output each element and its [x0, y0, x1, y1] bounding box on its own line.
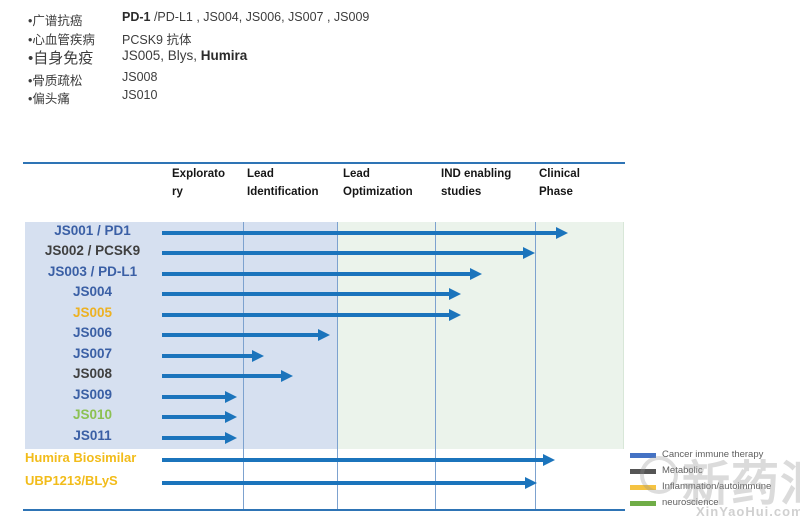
pipeline-row-label: JS003 / PD-L1: [47, 264, 138, 279]
bullet-value-text: JS008: [122, 70, 158, 84]
bullet-item: •心血管疾病 PCSK9 抗体: [28, 29, 191, 48]
bullet-item: •骨质疏松 JS008: [28, 70, 157, 89]
pipeline-arrow-bar: [162, 313, 449, 317]
pipeline-row-label: UBP1213/BLyS: [25, 473, 118, 488]
bullet-item: •偏头痛 JS010: [28, 88, 157, 107]
stage-gridline: [435, 222, 436, 509]
pipeline-arrow-bar: [162, 333, 318, 337]
pipeline-arrow-bar: [162, 481, 525, 485]
bullet-item: •广谱抗癌 PD-1 /PD-L1 , JS004, JS006, JS007 ,…: [28, 10, 369, 29]
pipeline-arrow-head: [281, 370, 293, 382]
pipeline-arrow-bar: [162, 251, 523, 255]
stage-gridline: [337, 222, 338, 509]
bullet-value-text: PCSK9 抗体: [122, 33, 192, 47]
bullet-value-text: JS005, Blys,: [122, 48, 201, 63]
stage-column-header: Clinical Phase: [539, 168, 580, 198]
legend-label: Inflammation/autoimmune: [662, 481, 772, 492]
pipeline-arrow-bar: [162, 458, 543, 462]
later-stages-shaded-band: [337, 222, 624, 449]
stage-column-header: Explorato ry: [172, 168, 226, 198]
pipeline-arrow-bar: [162, 374, 281, 378]
pipeline-row-label: JS007: [72, 346, 113, 361]
pipeline-row-label: JS010: [72, 407, 113, 422]
pipeline-arrow-head: [225, 391, 237, 403]
legend-swatch: [630, 453, 656, 458]
bullet-value-bold: Humira: [200, 48, 248, 63]
pipeline-arrow-bar: [162, 354, 252, 358]
pipeline-arrow-head: [225, 411, 237, 423]
pipeline-arrow-bar: [162, 415, 225, 419]
bullet-label: •广谱抗癌: [28, 14, 83, 28]
stage-column-header: Lead Optimization: [343, 168, 413, 198]
pipeline-arrow-head: [225, 432, 237, 444]
pipeline-arrow-head: [543, 454, 555, 466]
watermark-logo-circle: [640, 456, 678, 494]
stage-column-header: Lead Identification: [247, 168, 319, 198]
pipeline-arrow-head: [252, 350, 264, 362]
pipeline-row-label: JS008: [72, 366, 113, 381]
pipeline-arrow-head: [318, 329, 330, 341]
pipeline-row-label: JS002 / PCSK9: [44, 243, 141, 258]
pipeline-row-label: Humira Biosimilar: [25, 450, 137, 465]
bullet-item: •自身免疫 JS005, Blys, Humira: [28, 47, 247, 68]
chart-top-rule: [23, 162, 625, 164]
bullet-label: •骨质疏松: [28, 74, 83, 88]
pipeline-row-label: JS006: [72, 325, 113, 340]
pipeline-row-label: JS004: [72, 284, 113, 299]
pipeline-arrow-head: [525, 477, 537, 489]
pipeline-arrow-bar: [162, 395, 225, 399]
pipeline-arrow-bar: [162, 292, 449, 296]
stage-gridline: [535, 222, 536, 509]
bullet-value: JS005, Blys, Humira: [122, 48, 247, 63]
bullet-value: JS010: [122, 88, 157, 102]
legend-label: Cancer immune therapy: [662, 449, 764, 460]
bullet-value-text: JS010: [122, 88, 158, 102]
legend-swatch: [630, 501, 656, 506]
pipeline-row-label: JS009: [72, 387, 113, 402]
bullet-label: •偏头痛: [28, 92, 70, 106]
pipeline-arrow-bar: [162, 272, 470, 276]
legend-label: neuroscience: [662, 497, 719, 508]
bullet-label: •心血管疾病: [28, 33, 95, 47]
pipeline-row-label: JS005: [72, 305, 113, 320]
pipeline-arrow-head: [449, 288, 461, 300]
bullet-value: PD-1 /PD-L1 , JS004, JS006, JS007 , JS00…: [122, 10, 369, 24]
pipeline-arrow-head: [556, 227, 568, 239]
watermark-text-url: XinYaoHui.com: [696, 504, 800, 519]
watermark-text-cn: 新药汇: [682, 458, 800, 511]
pipeline-row-label: JS011: [73, 428, 112, 443]
stage-gridline: [243, 222, 244, 509]
bullet-value: JS008: [122, 70, 157, 84]
pipeline-arrow-bar: [162, 436, 225, 440]
pipeline-arrow-head: [449, 309, 461, 321]
pipeline-arrow-bar: [162, 231, 556, 235]
bullet-label: •自身免疫: [28, 50, 94, 67]
bullet-value-text: /PD-L1 , JS004, JS006, JS007 , JS009: [150, 10, 370, 24]
legend-label: Metabolic: [662, 465, 703, 476]
pipeline-arrow-head: [470, 268, 482, 280]
stage-column-header: IND enabling studies: [441, 168, 512, 198]
bullet-value-bold: PD-1: [122, 10, 151, 24]
pipeline-arrow-head: [523, 247, 535, 259]
pipeline-row-label: JS001 / PD1: [54, 223, 131, 238]
legend-swatch: [630, 485, 656, 490]
bullet-value: PCSK9 抗体: [122, 33, 191, 47]
chart-bottom-rule: [23, 509, 625, 511]
